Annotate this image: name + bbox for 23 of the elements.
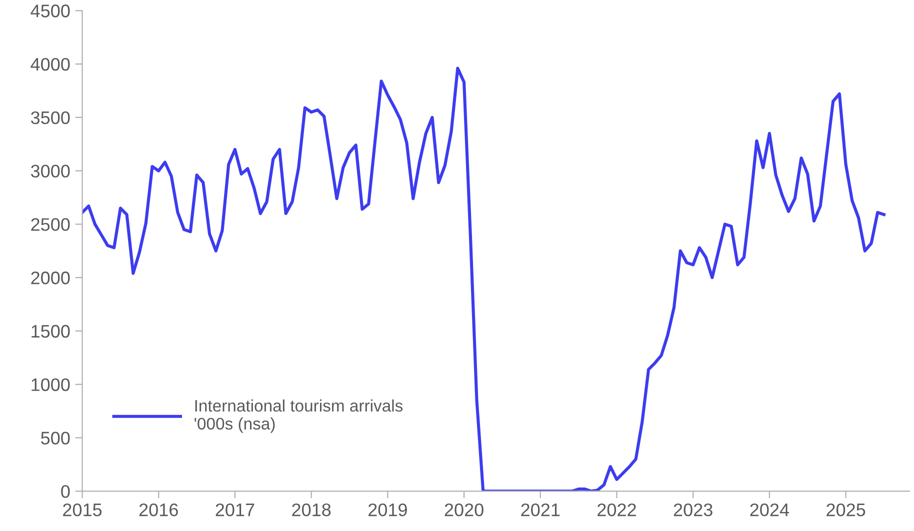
y-tick-label: 1500 <box>32 324 70 338</box>
line-series <box>82 66 886 492</box>
x-tick-label: 2017 <box>216 503 254 516</box>
x-tick-label: 2016 <box>139 503 178 516</box>
legend-label: International tourism arrivals '000s (nsa) <box>194 399 403 433</box>
x-tick-label: 2021 <box>521 503 560 516</box>
x-tick-label: 2015 <box>63 503 102 516</box>
y-tick-label: 3500 <box>30 111 70 124</box>
x-tick-label: 2018 <box>292 503 331 516</box>
x-tick-label: 2020 <box>444 503 484 516</box>
y-tick-label: 1000 <box>32 378 70 392</box>
x-tick-label: 2019 <box>368 503 407 516</box>
y-tick-label: 4000 <box>30 58 70 71</box>
y-tick-label: 0 <box>61 485 70 498</box>
y-tick-label: 500 <box>41 432 70 444</box>
x-tick-label: 2023 <box>674 503 712 516</box>
y-tick-label: 3000 <box>30 164 70 178</box>
y-tick-label: 4500 <box>30 4 70 18</box>
x-tick-label: 2025 <box>826 503 866 516</box>
x-tick-label: 2024 <box>750 503 790 516</box>
y-tick-label: 2000 <box>31 272 70 284</box>
y-tick-label: 2500 <box>31 218 70 231</box>
x-tick-label: 2022 <box>598 503 636 516</box>
